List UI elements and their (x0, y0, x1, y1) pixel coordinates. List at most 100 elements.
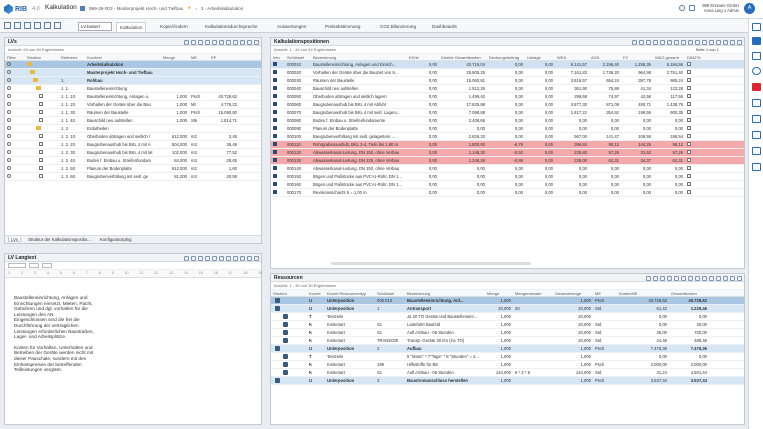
tab-kalkulationsdurchsprache[interactable]: Kalkulationsdurchsprache (205, 24, 258, 29)
table-row[interactable]: U Unterposition 3 Baustromanschluss herstel… (271, 377, 744, 385)
table-row[interactable]: K Kostenart 199 Hilfsstoffe für BE 1,000 1,00… (271, 361, 744, 369)
checkbox-icon[interactable] (687, 70, 691, 74)
col-kurztext[interactable]: Kurztext (87, 55, 102, 60)
align-right-icon[interactable] (219, 255, 224, 261)
checkbox-icon[interactable] (687, 102, 691, 106)
filter-radio-icon[interactable] (7, 118, 11, 122)
col-ehix[interactable]: EH/Ix (409, 55, 419, 60)
collapse-icon[interactable] (219, 39, 224, 45)
table-row[interactable]: Musterprojekt Hoch- und Tiefbau (5, 69, 261, 77)
filter-radio-icon[interactable] (7, 102, 11, 106)
col-info[interactable]: Info (273, 55, 280, 60)
delete-icon[interactable] (639, 39, 644, 45)
table-row[interactable]: Arbeitskalkulation (5, 61, 261, 69)
filter-radio-icon[interactable] (7, 78, 11, 82)
filter-radio-icon[interactable] (7, 158, 11, 162)
tab-auswertungen[interactable]: Auswertungen (277, 24, 307, 29)
col-ep[interactable]: EP (211, 55, 217, 60)
font-select[interactable] (8, 263, 26, 268)
table-row[interactable]: 1. 2. 60. Baugrubenverfüllung mit seitl. … (5, 173, 261, 181)
filter-radio-icon[interactable] (7, 150, 11, 154)
table-row[interactable]: 1. Rohbau (5, 77, 261, 85)
checkbox-icon[interactable] (687, 78, 691, 82)
table-row[interactable]: 000150 Bögen und Paßstücke aus PVC-U-Rohr… (271, 173, 744, 181)
copy-icon[interactable] (646, 39, 651, 45)
col-schluessel[interactable]: Schlüssel (287, 55, 305, 60)
table-row[interactable]: 000090 Planum der Bodenplatte 0,00 0,00 0,00… (271, 125, 744, 133)
print-icon[interactable] (716, 275, 721, 281)
checkbox-icon[interactable] (687, 150, 691, 154)
gear-icon[interactable] (247, 39, 252, 45)
bottom-tab-struktur[interactable]: Struktur der Kalkulationspositio... (28, 237, 91, 242)
import-icon[interactable] (702, 275, 707, 281)
table-row[interactable]: 1. 2. 20. Baugrubenaushub bis BKL 4 mit A… (5, 141, 261, 149)
col-bezeichnung[interactable]: Bezeichnung (313, 55, 337, 60)
delete-icon[interactable] (653, 275, 658, 281)
avatar[interactable]: A (744, 3, 755, 14)
table-row[interactable]: 000120 Abwasserkanal-Leitung, DN 150, ohn… (271, 149, 744, 157)
table-row[interactable]: 1. 1. 30. Räumen der Baustelle 1,000 Psch 15… (5, 109, 261, 117)
maximize-icon[interactable] (254, 39, 259, 45)
table-row[interactable]: 1. 2. 50. Planum der Bodenplatte 612,000 m2… (5, 165, 261, 173)
col-struktur[interactable]: Struktur (27, 55, 42, 60)
filter-radio-icon[interactable] (7, 70, 11, 74)
table-row[interactable]: 1. 1. 20. Vorhalten der Geräte über die B… (5, 101, 261, 109)
col-gesamtmenge[interactable]: Gesamtmenge (555, 291, 582, 296)
filter-radio-icon[interactable] (7, 110, 11, 114)
filter-radio-icon[interactable] (7, 86, 11, 90)
table-row[interactable]: 000080 Boden f. Einbau u. Streifenfundame… (271, 117, 744, 125)
checkbox-icon[interactable] (687, 62, 691, 66)
breadcrumb-estimate[interactable]: 3 - Arbeitskalkulation (200, 5, 244, 11)
col-struktur[interactable]: Struktur (273, 291, 288, 296)
table-row[interactable]: U Unterposition 000.010 Baustelleneinrichtu… (271, 297, 744, 305)
table-row[interactable]: U Unterposition 1 Antransport 20,000 20 20,000… (271, 305, 744, 313)
app-logo[interactable]: RIB 4.0 (4, 4, 40, 14)
table-row[interactable]: 000020 Vorhalten der Geräte über die Bauz… (271, 69, 744, 77)
search-icon[interactable] (212, 39, 217, 45)
filter-radio-icon[interactable] (7, 174, 11, 178)
filter-radio-icon[interactable] (7, 94, 11, 98)
table-row[interactable]: 000160 Bögen und Paßstücke aus PVC-U-Rohr… (271, 181, 744, 189)
col-me[interactable]: ME (191, 55, 197, 60)
table-icon[interactable] (233, 255, 238, 261)
filter-icon[interactable] (653, 39, 658, 45)
sidebar-wrench-icon[interactable] (752, 99, 761, 107)
sidebar-list-icon[interactable] (752, 52, 761, 60)
table-row[interactable]: 1. 2. 40. Boden f. Einbau u. Streifenfund… (5, 157, 261, 165)
tab-layout-icon[interactable] (54, 22, 61, 29)
link-icon[interactable] (709, 275, 714, 281)
export-icon[interactable] (681, 39, 686, 45)
calc-icon[interactable] (681, 275, 686, 281)
chart-icon[interactable] (716, 39, 721, 45)
underline-icon[interactable] (198, 255, 203, 261)
tab-kalkulation[interactable]: Kalkulation (116, 22, 147, 32)
col-ressourcentyp[interactable]: Kurzel Ressourcentyp (327, 291, 367, 296)
col-kostenme[interactable]: KostenME (619, 291, 638, 296)
add-icon[interactable] (646, 275, 651, 281)
table-row[interactable]: K Kostenart TRANS030 Transp.-Geräte 30 t/m … (271, 337, 744, 345)
search-icon[interactable] (660, 39, 665, 45)
size-select[interactable] (29, 263, 39, 268)
sidebar-history-icon[interactable] (752, 83, 761, 91)
table-row[interactable]: 000050 Oberboden abtragen und seitlich la… (271, 93, 744, 101)
table-row[interactable]: T Textzeile 5 "Mann" * 7"Tage" * 8 "Stunde… (271, 353, 744, 361)
breadcrumb-project[interactable]: 999-26-003 - Musterprojekt Hoch- und Tie… (89, 5, 184, 11)
table-row[interactable]: 1. 1. 40. Bauschild neu aufstellen 1,000 St… (5, 117, 261, 125)
sidebar-grid-icon[interactable] (752, 37, 761, 45)
sidebar-chart-icon[interactable] (752, 163, 761, 171)
sidebar-users-icon[interactable] (752, 131, 761, 139)
add-icon[interactable] (184, 39, 189, 45)
image-icon[interactable] (240, 255, 245, 261)
table-row[interactable]: 1. 1. 10. Baustelleneinrichtung, Anlagen … (5, 93, 261, 101)
kalk-hscroll[interactable] (331, 262, 531, 265)
col-wea[interactable]: WEA (557, 55, 567, 60)
checkbox-icon[interactable] (687, 158, 691, 162)
help-icon[interactable] (679, 5, 685, 11)
tab-save-icon[interactable] (24, 22, 31, 29)
col-din276[interactable]: DIN276 (687, 55, 701, 60)
col-db[interactable]: Deckungsbeitrag (489, 55, 520, 60)
search-icon[interactable] (674, 275, 679, 281)
filter-radio-icon[interactable] (7, 134, 11, 138)
gear-icon[interactable] (730, 275, 735, 281)
checkbox-icon[interactable] (687, 182, 691, 186)
